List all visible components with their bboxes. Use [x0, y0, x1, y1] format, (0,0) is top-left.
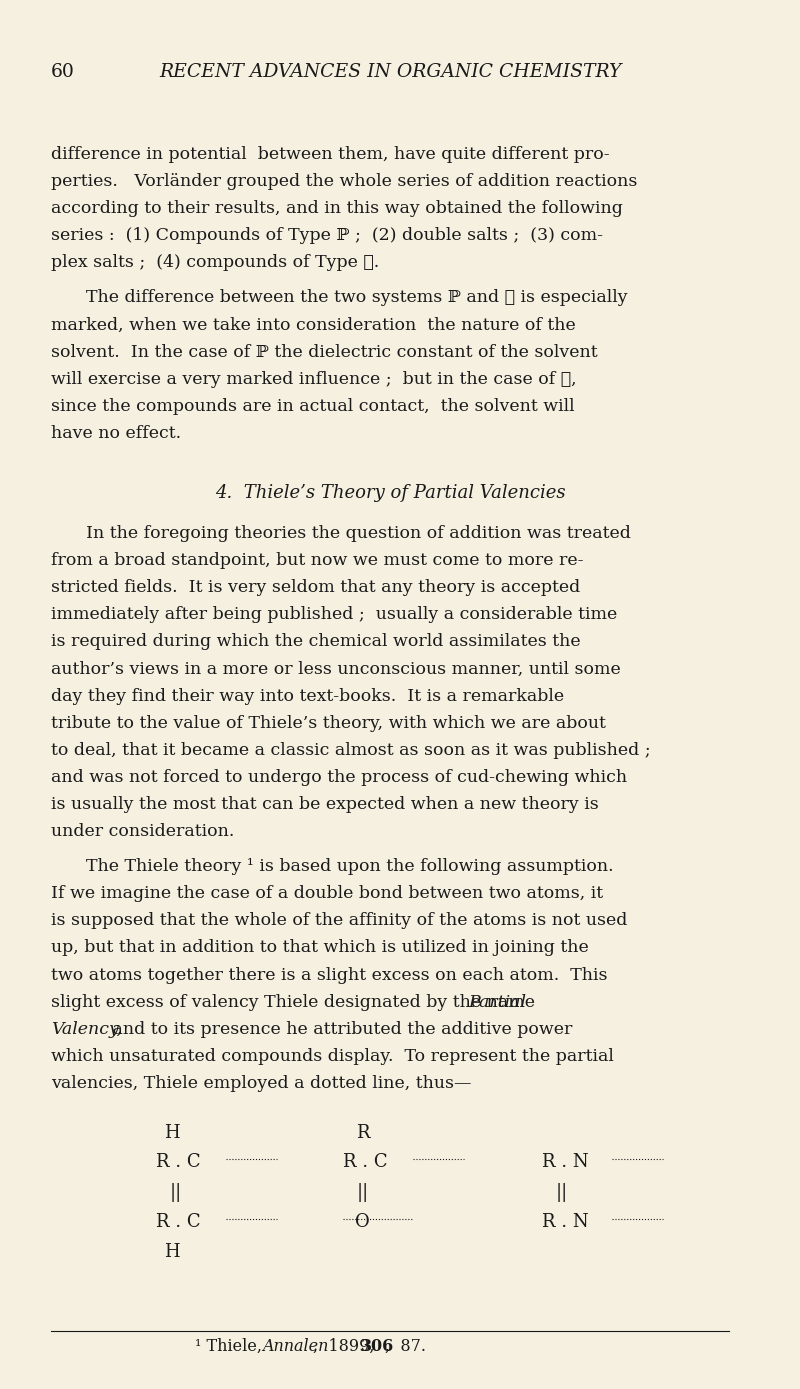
Text: is supposed that the whole of the affinity of the atoms is not used: is supposed that the whole of the affini…: [50, 913, 627, 929]
Text: R . C: R . C: [156, 1213, 201, 1231]
Text: The difference between the two systems ℙ and ℬ is especially: The difference between the two systems ℙ…: [86, 289, 627, 307]
Text: ¹ Thiele,: ¹ Thiele,: [195, 1338, 267, 1354]
Text: R . N: R . N: [542, 1153, 589, 1171]
Text: ||: ||: [170, 1183, 182, 1203]
Text: and to its presence he attributed the additive power: and to its presence he attributed the ad…: [107, 1021, 572, 1038]
Text: slight excess of valency Thiele designated by the name: slight excess of valency Thiele designat…: [50, 993, 540, 1011]
Text: ||: ||: [357, 1183, 369, 1203]
Text: solvent.  In the case of ℙ the dielectric constant of the solvent: solvent. In the case of ℙ the dielectric…: [50, 343, 598, 361]
Text: ,  1899,: , 1899,: [313, 1338, 385, 1354]
Text: will exercise a very marked influence ;  but in the case of ℬ,: will exercise a very marked influence ; …: [50, 371, 576, 388]
Text: 4.  Thiele’s Theory of Partial Valencies: 4. Thiele’s Theory of Partial Valencies: [214, 485, 566, 503]
Text: plex salts ;  (4) compounds of Type ℬ.: plex salts ; (4) compounds of Type ℬ.: [50, 254, 379, 271]
Text: valencies, Thiele employed a dotted line, thus—: valencies, Thiele employed a dotted line…: [50, 1075, 471, 1092]
Text: RECENT ADVANCES IN ORGANIC CHEMISTRY: RECENT ADVANCES IN ORGANIC CHEMISTRY: [159, 63, 622, 81]
Text: two atoms together there is a slight excess on each atom.  This: two atoms together there is a slight exc…: [50, 967, 607, 983]
Text: R . C: R . C: [156, 1153, 201, 1171]
Text: is required during which the chemical world assimilates the: is required during which the chemical wo…: [50, 633, 580, 650]
Text: 306: 306: [361, 1338, 394, 1354]
Text: stricted fields.  It is very seldom that any theory is accepted: stricted fields. It is very seldom that …: [50, 579, 580, 596]
Text: author’s views in a more or less unconscious manner, until some: author’s views in a more or less unconsc…: [50, 660, 621, 678]
Text: O: O: [355, 1213, 370, 1231]
Text: according to their results, and in this way obtained the following: according to their results, and in this …: [50, 200, 622, 217]
Text: Partial: Partial: [468, 993, 526, 1011]
Text: H: H: [164, 1243, 179, 1261]
Text: If we imagine the case of a double bond between two atoms, it: If we imagine the case of a double bond …: [50, 885, 603, 903]
Text: In the foregoing theories the question of addition was treated: In the foregoing theories the question o…: [86, 525, 630, 542]
Text: which unsaturated compounds display.  To represent the partial: which unsaturated compounds display. To …: [50, 1047, 614, 1065]
Text: 60: 60: [50, 63, 74, 81]
Text: H: H: [164, 1124, 179, 1142]
Text: Annalen: Annalen: [262, 1338, 329, 1354]
Text: is usually the most that can be expected when a new theory is: is usually the most that can be expected…: [50, 796, 598, 813]
Text: perties.   Vorländer grouped the whole series of addition reactions: perties. Vorländer grouped the whole ser…: [50, 172, 637, 190]
Text: The Thiele theory ¹ is based upon the following assumption.: The Thiele theory ¹ is based upon the fo…: [86, 858, 614, 875]
Text: ||: ||: [555, 1183, 568, 1203]
Text: up, but that in addition to that which is utilized in joining the: up, but that in addition to that which i…: [50, 939, 589, 957]
Text: day they find their way into text-books.  It is a remarkable: day they find their way into text-books.…: [50, 688, 564, 704]
Text: immediately after being published ;  usually a considerable time: immediately after being published ; usua…: [50, 606, 617, 624]
Text: difference in potential  between them, have quite different pro-: difference in potential between them, ha…: [50, 146, 610, 163]
Text: R . C: R . C: [343, 1153, 388, 1171]
Text: to deal, that it became a classic almost as soon as it was published ;: to deal, that it became a classic almost…: [50, 742, 650, 758]
Text: Valency,: Valency,: [50, 1021, 122, 1038]
Text: and was not forced to undergo the process of cud-chewing which: and was not forced to undergo the proces…: [50, 768, 627, 786]
Text: tribute to the value of Thiele’s theory, with which we are about: tribute to the value of Thiele’s theory,…: [50, 714, 606, 732]
Text: ,  87.: , 87.: [385, 1338, 426, 1354]
Text: marked, when we take into consideration  the nature of the: marked, when we take into consideration …: [50, 317, 575, 333]
Text: R . N: R . N: [542, 1213, 589, 1231]
Text: have no effect.: have no effect.: [50, 425, 181, 442]
Text: series :  (1) Compounds of Type ℙ ;  (2) double salts ;  (3) com-: series : (1) Compounds of Type ℙ ; (2) d…: [50, 226, 602, 244]
Text: since the compounds are in actual contact,  the solvent will: since the compounds are in actual contac…: [50, 397, 574, 415]
Text: under consideration.: under consideration.: [50, 822, 234, 840]
Text: from a broad standpoint, but now we must come to more re-: from a broad standpoint, but now we must…: [50, 551, 583, 569]
Text: R: R: [356, 1124, 370, 1142]
